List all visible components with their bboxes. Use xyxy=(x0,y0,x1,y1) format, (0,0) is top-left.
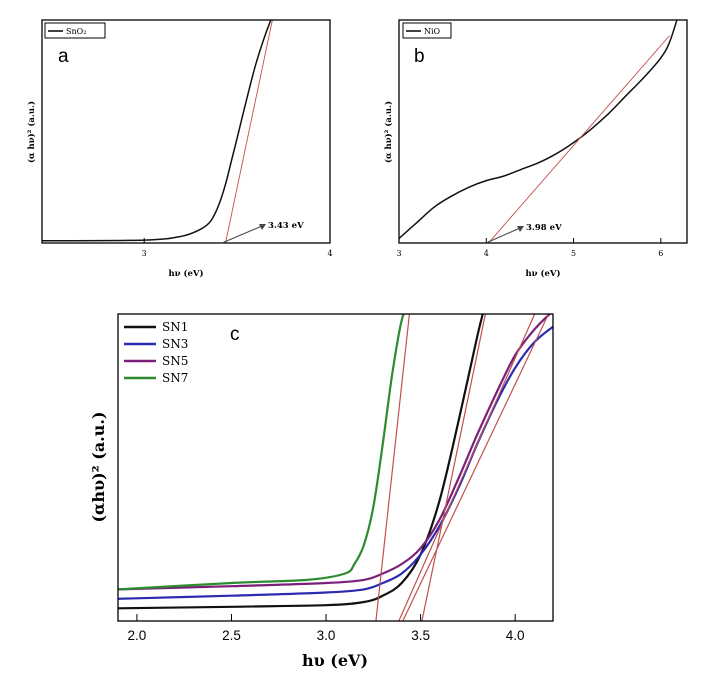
panel-b-plot-area xyxy=(399,20,678,243)
panel-b-annotation-arrow xyxy=(485,227,521,244)
panel-a-xlabel: hν (eV) xyxy=(168,268,203,279)
panel-a-ylabel: (α hν)² (a.u.) xyxy=(26,101,37,163)
panel-b-legend: NiO xyxy=(402,22,452,39)
panel-b-series-nio xyxy=(399,20,678,240)
panel-c-legend-label-sn5: SN5 xyxy=(162,354,188,368)
panel-a-annotation: 3.43 eV xyxy=(268,221,304,231)
panel-a-fit-line-1 xyxy=(225,20,273,243)
panel-c-legend-label-sn1: SN1 xyxy=(162,320,188,334)
panel-b: NiO b 3.98 eV 3 4 5 6 hν (eV) (α hν)² (a… xyxy=(383,19,688,279)
panel-a-frame xyxy=(41,19,331,244)
panel-a-plot-area xyxy=(42,20,273,243)
panel-c-legend: SN1 SN3 SN5 SN7 xyxy=(124,320,188,385)
panel-b-letter: b xyxy=(414,46,425,67)
panel-c-fit-line-3 xyxy=(398,314,536,621)
panel-b-xtick-label-5: 5 xyxy=(571,249,576,258)
panel-a-xtick-label-3: 3 xyxy=(142,249,147,258)
panel-b-legend-box xyxy=(402,22,452,39)
panel-a-legend-box xyxy=(44,22,106,39)
panel-c-fit-line-1 xyxy=(375,314,411,621)
panel-b-xlabel: hν (eV) xyxy=(525,268,560,279)
panel-c: SN1 SN3 SN5 SN7 c 2.0 2.5 3.0 3.5 4.0 hυ… xyxy=(89,313,554,670)
panel-b-frame xyxy=(398,19,688,244)
panel-a-legend: SnO₂ xyxy=(44,22,106,39)
panel-c-xtick-label-3-5: 3.5 xyxy=(411,628,430,643)
panel-c-legend-label-sn7: SN7 xyxy=(162,371,188,385)
panel-a-legend-label-sno2: SnO₂ xyxy=(66,27,86,36)
panel-c-plot-area xyxy=(118,314,553,621)
panel-a: SnO₂ a 3.43 eV 3 4 hν (eV) (α hν)² (a.u.… xyxy=(26,19,333,279)
panel-c-fit-line-4 xyxy=(402,314,550,621)
panel-c-xtick-label-2-5: 2.5 xyxy=(222,628,241,643)
panel-c-legend-label-sn3: SN3 xyxy=(162,337,188,351)
panel-c-ylabel: (αhυ)² (a.u.) xyxy=(89,411,108,522)
panel-b-fit-line-1 xyxy=(487,35,670,243)
panel-c-fit-line-2 xyxy=(421,314,487,621)
panel-c-frame xyxy=(117,313,554,622)
panel-a-letter: a xyxy=(58,46,69,67)
panel-b-legend-label-nio: NiO xyxy=(424,27,441,36)
panel-b-xtick-label-4: 4 xyxy=(484,249,489,258)
panel-c-letter: c xyxy=(230,324,240,345)
panel-c-xtick-label-4-0: 4.0 xyxy=(506,628,525,643)
panel-c-xtick-label-2-0: 2.0 xyxy=(128,628,147,643)
panel-b-xtick-label-3: 3 xyxy=(396,249,401,258)
panel-b-xtick-label-6: 6 xyxy=(658,249,663,258)
panel-a-annotation-arrow xyxy=(221,225,263,244)
panel-b-annotation: 3.98 eV xyxy=(526,223,562,233)
panel-a-series-sno xyxy=(42,20,272,242)
panel-a-annotation-arrowhead xyxy=(259,224,266,230)
panel-c-xlabel: hυ (eV) xyxy=(302,651,368,670)
panel-c-series-sn1 xyxy=(118,314,484,610)
panel-c-xtick-label-3-0: 3.0 xyxy=(317,628,336,643)
panel-c-series-sn5 xyxy=(118,314,552,591)
panel-c-series-sn3 xyxy=(118,325,553,600)
panel-a-xtick-label-4: 4 xyxy=(327,249,332,258)
panel-b-annotation-arrowhead xyxy=(517,226,524,232)
panel-b-ylabel: (α hν)² (a.u.) xyxy=(383,101,394,163)
panel-c-series-sn7 xyxy=(118,314,405,591)
